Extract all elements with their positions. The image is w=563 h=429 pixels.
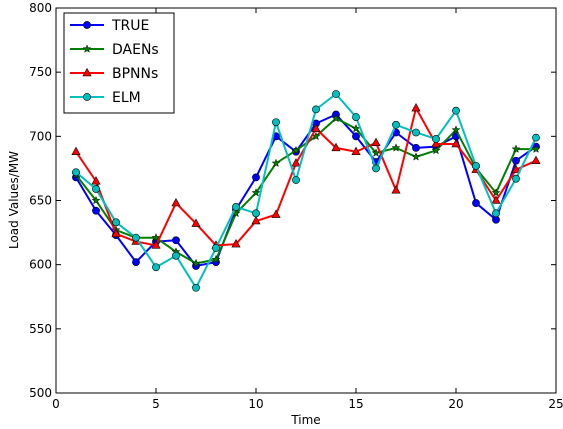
- data-point-bpnns: [411, 102, 421, 112]
- data-point-daens: [191, 258, 201, 268]
- legend-swatch-marker-true: [83, 21, 91, 29]
- data-point-daens: [531, 144, 541, 153]
- data-point-true: [412, 143, 420, 152]
- data-point-elm: [452, 106, 460, 115]
- x-tick-label: 0: [52, 397, 60, 411]
- legend-label-daens: DAENs: [112, 42, 159, 58]
- data-point-elm: [472, 161, 480, 170]
- data-point-daens: [511, 144, 521, 153]
- legend-label-elm: ELM: [112, 90, 141, 106]
- x-tick-label: 20: [448, 397, 463, 411]
- data-point-bpnns: [511, 164, 521, 173]
- data-point-elm: [112, 218, 120, 227]
- series-layer: [71, 90, 541, 292]
- data-point-elm: [392, 120, 400, 129]
- data-point-elm: [292, 176, 300, 184]
- y-tick-label: 800: [29, 1, 52, 15]
- data-point-daens: [291, 145, 301, 155]
- ticks-layer: 0 5 10 15 20 25 500 550 600 650 700 750 800: [29, 1, 563, 411]
- data-point-true: [172, 236, 180, 245]
- data-point-elm: [132, 233, 140, 242]
- data-point-bpnns: [391, 185, 401, 194]
- data-point-bpnns: [71, 146, 81, 155]
- data-point-true: [92, 206, 100, 215]
- legend-label-true: TRUE: [111, 18, 149, 34]
- legend-swatch-marker-bpnns: [82, 67, 92, 77]
- data-point-true: [132, 258, 140, 266]
- data-point-bpnns: [151, 240, 161, 249]
- data-point-elm: [172, 251, 180, 260]
- data-point-bpnns: [251, 215, 261, 225]
- data-point-elm: [72, 168, 80, 177]
- y-axis-label: Load Values/MW: [7, 151, 21, 249]
- data-point-daens: [411, 152, 421, 161]
- x-tick-label: 25: [548, 397, 563, 411]
- data-point-elm: [312, 105, 320, 114]
- y-tick-label: 600: [29, 258, 52, 272]
- data-point-elm: [152, 263, 160, 272]
- data-point-true: [352, 132, 360, 141]
- data-point-elm: [432, 134, 440, 143]
- data-point-elm: [332, 90, 340, 98]
- y-tick-label: 500: [29, 386, 52, 400]
- y-tick-label: 750: [29, 65, 52, 79]
- data-point-bpnns: [371, 137, 381, 146]
- data-point-daens: [251, 188, 261, 197]
- x-axis-label: Time: [290, 413, 320, 427]
- data-point-daens: [391, 143, 401, 152]
- data-point-bpnns: [171, 197, 181, 207]
- data-point-true: [512, 156, 520, 165]
- data-point-bpnns: [291, 158, 301, 167]
- data-point-true: [252, 173, 260, 182]
- data-point-true: [472, 199, 480, 207]
- data-point-elm: [492, 209, 500, 218]
- data-point-daens: [211, 254, 221, 264]
- legend-swatch-marker-daens: [82, 44, 92, 53]
- data-point-elm: [352, 113, 360, 121]
- data-point-elm: [512, 174, 520, 183]
- y-tick-label: 550: [29, 322, 52, 336]
- y-tick-label: 650: [29, 194, 52, 208]
- legend-swatch-marker-elm: [83, 93, 91, 101]
- x-tick-label: 10: [248, 397, 263, 411]
- data-point-elm: [272, 118, 280, 127]
- data-point-elm: [372, 164, 380, 173]
- data-point-elm: [232, 203, 240, 211]
- data-point-daens: [351, 123, 361, 133]
- data-point-elm: [412, 128, 420, 137]
- data-point-daens: [431, 145, 441, 155]
- series-line-elm: [75, 92, 537, 289]
- data-point-bpnns: [351, 146, 361, 155]
- data-point-daens: [271, 158, 281, 168]
- data-point-elm: [252, 209, 260, 218]
- legend-label-bpnns: BPNNs: [112, 66, 158, 82]
- data-point-daens: [151, 233, 161, 242]
- data-point-bpnns: [311, 123, 321, 132]
- y-tick-label: 700: [29, 129, 52, 143]
- data-point-daens: [491, 188, 501, 197]
- x-tick-label: 5: [152, 397, 160, 411]
- data-point-elm: [212, 244, 220, 252]
- data-point-daens: [331, 113, 341, 123]
- legend: TRUE DAENs BPNNs ELM: [63, 12, 175, 114]
- data-point-bpnns: [331, 142, 341, 152]
- data-point-bpnns: [111, 228, 121, 238]
- data-point-elm: [532, 133, 540, 142]
- series-elm: [72, 90, 540, 292]
- data-point-bpnns: [271, 209, 281, 218]
- x-tick-label: 15: [348, 397, 363, 411]
- data-point-bpnns: [431, 138, 441, 148]
- data-point-daens: [91, 195, 101, 205]
- legend-box: [63, 12, 175, 114]
- data-point-bpnns: [231, 239, 241, 248]
- data-point-elm: [192, 283, 200, 292]
- data-point-bpnns: [191, 218, 201, 227]
- data-point-bpnns: [491, 195, 501, 204]
- data-point-daens: [451, 125, 461, 134]
- data-point-bpnns: [91, 176, 101, 185]
- data-point-bpnns: [531, 155, 541, 164]
- data-point-elm: [92, 185, 100, 193]
- data-point-bpnns: [451, 138, 461, 148]
